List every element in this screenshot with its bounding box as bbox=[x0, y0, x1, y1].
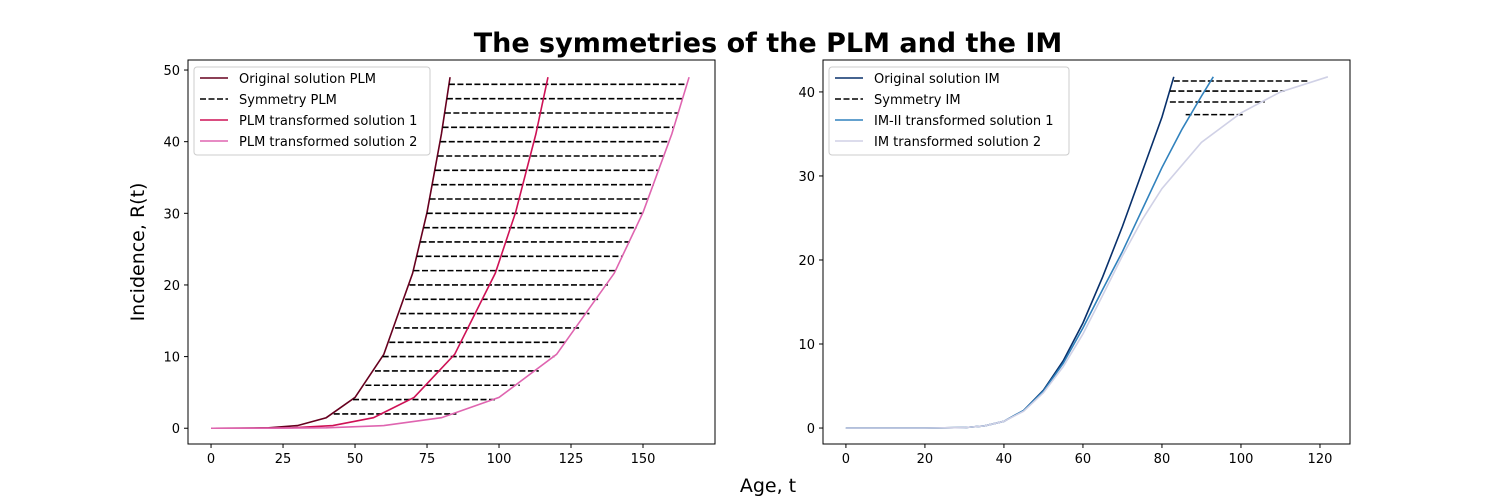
series-line bbox=[845, 76, 1329, 429]
axes-frame bbox=[187, 59, 716, 445]
legend-label: Original solution PLM bbox=[239, 72, 376, 87]
legend-box bbox=[193, 66, 431, 156]
legend-label: Original solution IM bbox=[874, 72, 1000, 87]
x-axis-label: Age, t bbox=[740, 475, 796, 497]
x-tick-label: 50 bbox=[347, 452, 364, 467]
legend-label: Symmetry PLM bbox=[239, 93, 337, 108]
x-tick-label: 100 bbox=[487, 452, 512, 467]
x-tick-label: 75 bbox=[419, 452, 436, 467]
y-tick-label: 40 bbox=[798, 86, 815, 101]
x-tick-label: 40 bbox=[996, 452, 1013, 467]
series-line bbox=[333, 83, 687, 415]
legend-label: PLM transformed solution 1 bbox=[239, 114, 417, 129]
y-tick-label: 30 bbox=[163, 207, 180, 222]
y-tick-label: 0 bbox=[807, 422, 815, 437]
x-tick-label: 100 bbox=[1229, 452, 1254, 467]
x-tick-label: 60 bbox=[1075, 452, 1092, 467]
legend-label: IM transformed solution 2 bbox=[874, 135, 1041, 150]
legend-label: PLM transformed solution 2 bbox=[239, 135, 417, 150]
axes-frame bbox=[822, 59, 1351, 445]
x-tick-label: 0 bbox=[842, 452, 850, 467]
x-tick-label: 20 bbox=[917, 452, 934, 467]
x-tick-label: 25 bbox=[275, 452, 292, 467]
y-tick-label: 20 bbox=[163, 279, 180, 294]
y-tick-label: 50 bbox=[163, 64, 180, 79]
legend-label: Symmetry IM bbox=[874, 93, 961, 108]
x-tick-label: 125 bbox=[559, 452, 584, 467]
y-tick-label: 40 bbox=[163, 136, 180, 151]
y-tick-label: 0 bbox=[172, 422, 180, 437]
series-line bbox=[211, 76, 690, 430]
y-axis-label: Incidence, R(t) bbox=[127, 183, 149, 322]
y-tick-label: 10 bbox=[163, 351, 180, 366]
y-tick-label: 20 bbox=[798, 254, 815, 269]
x-tick-label: 150 bbox=[631, 452, 656, 467]
y-tick-label: 10 bbox=[798, 338, 815, 353]
x-tick-label: 0 bbox=[207, 452, 215, 467]
legend-label: IM-II transformed solution 1 bbox=[874, 114, 1054, 129]
figure-title: The symmetries of the PLM and the IM bbox=[474, 28, 1063, 59]
legend-box bbox=[828, 66, 1070, 156]
x-tick-label: 120 bbox=[1308, 452, 1333, 467]
y-tick-label: 30 bbox=[798, 170, 815, 185]
x-tick-label: 80 bbox=[1154, 452, 1171, 467]
series-line bbox=[1169, 80, 1309, 116]
